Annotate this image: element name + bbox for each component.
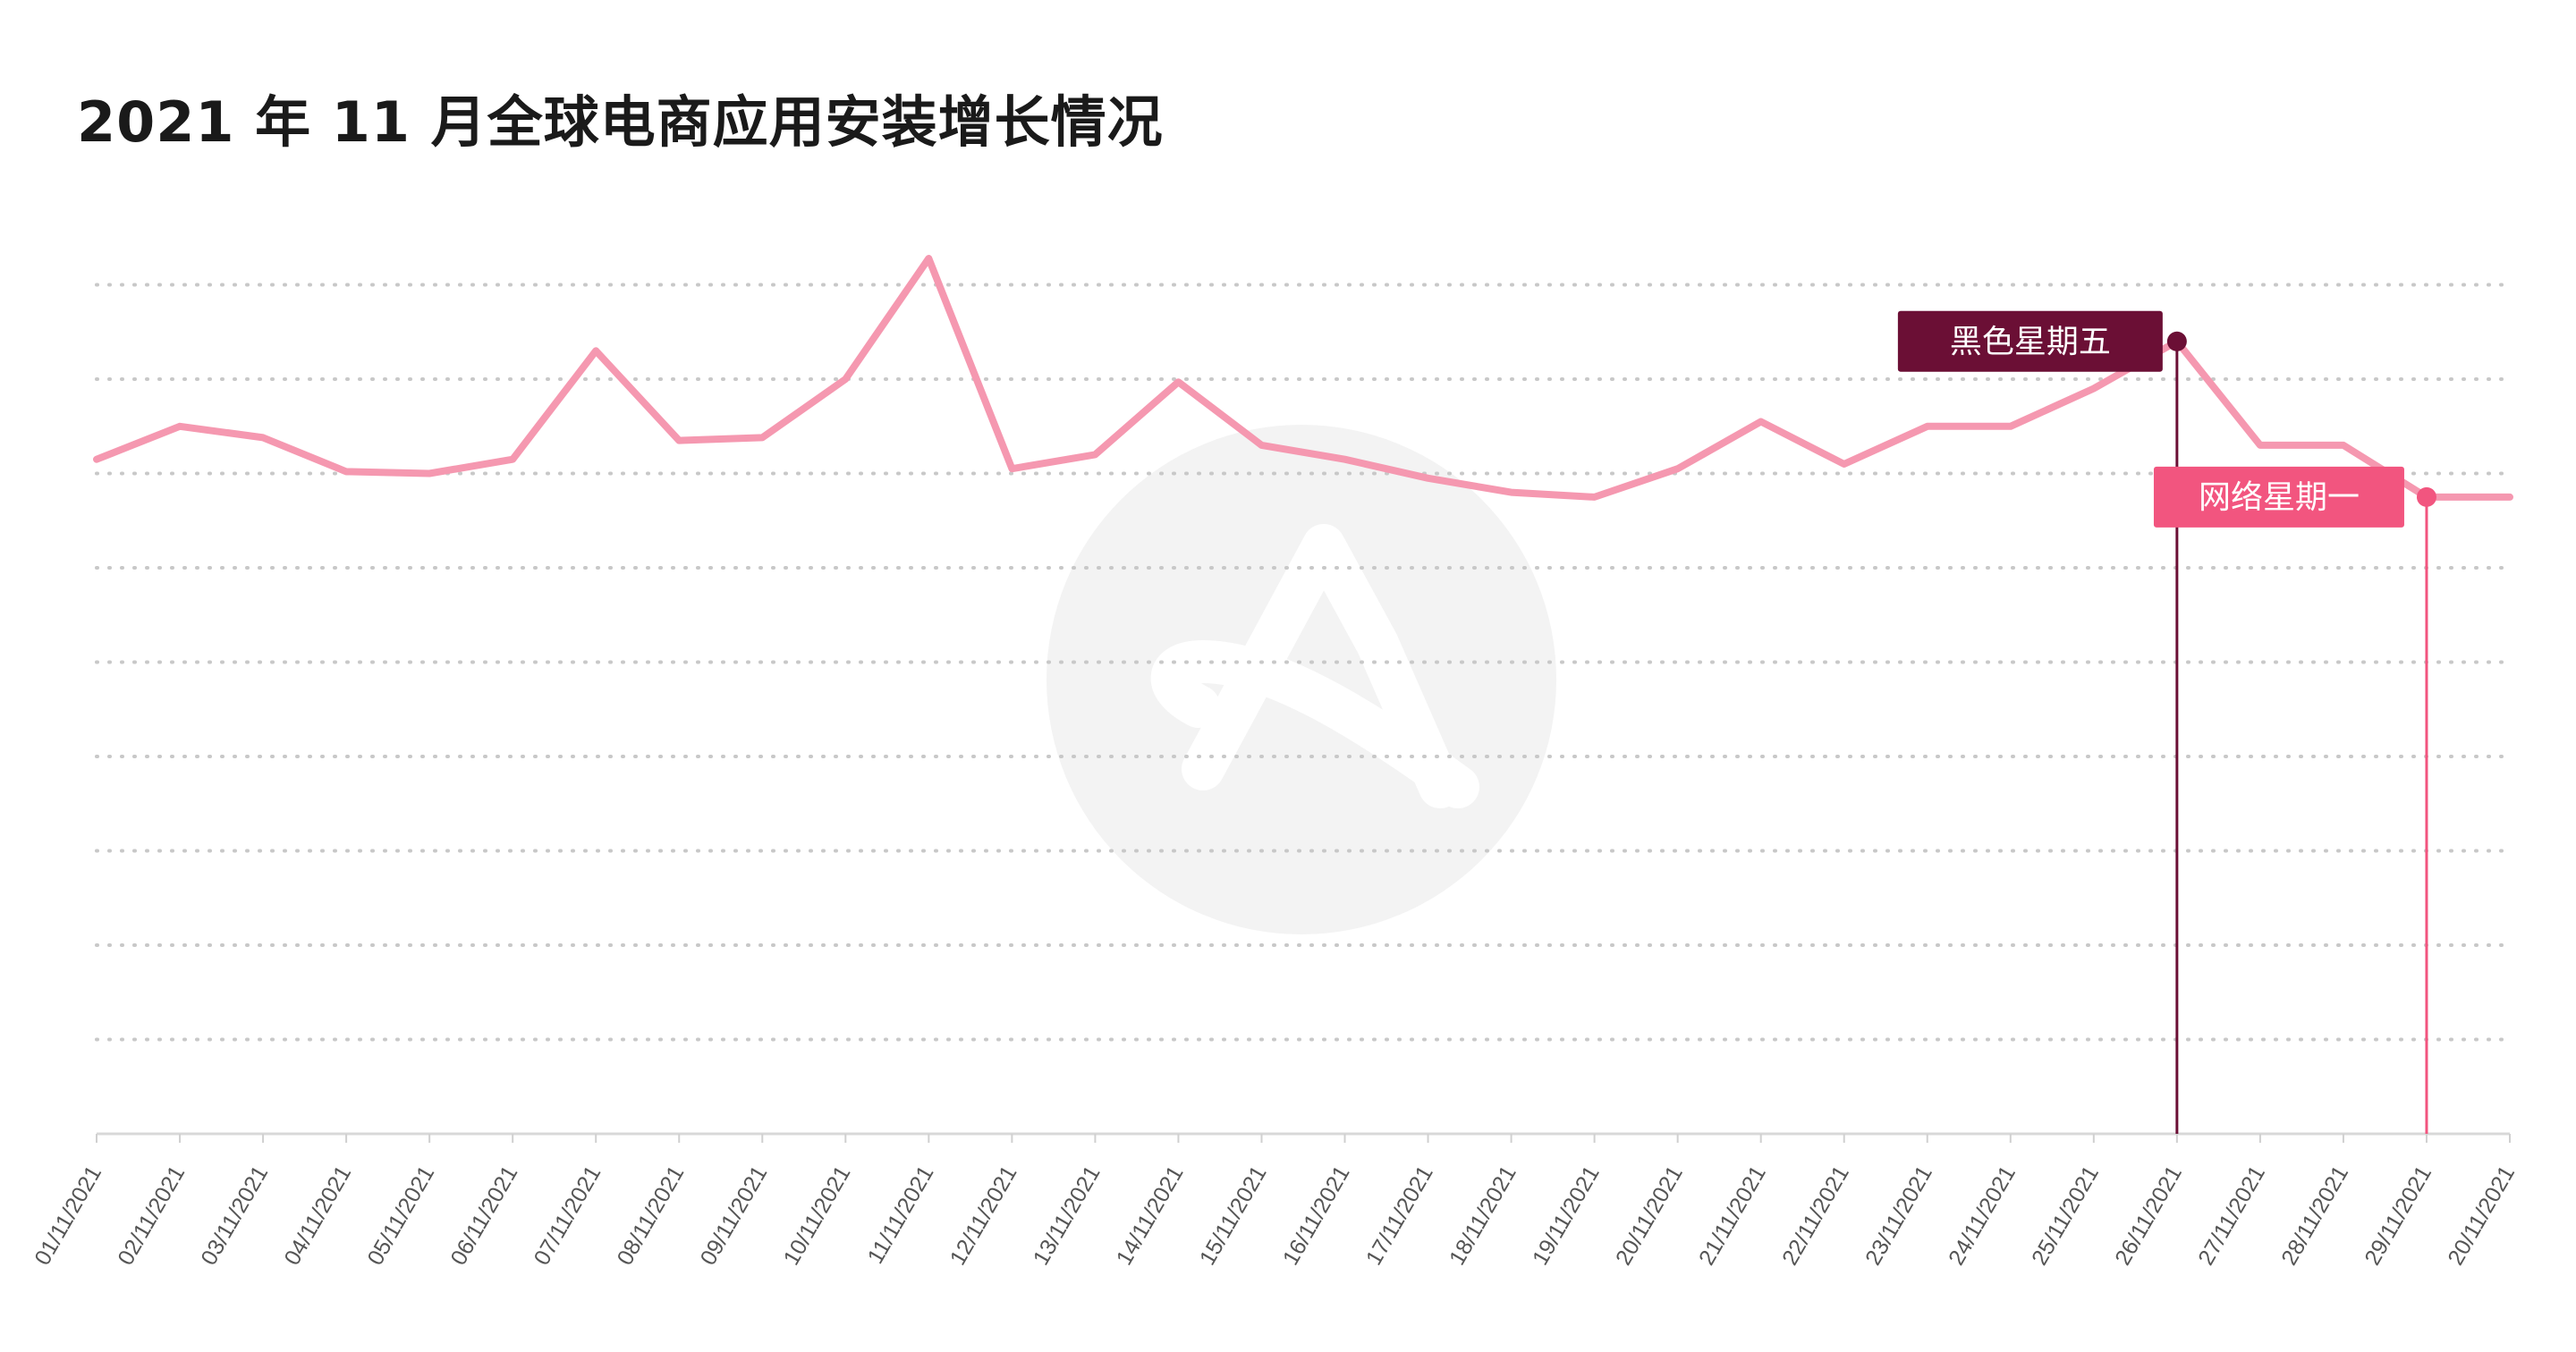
x-tick-label: 23/11/2021: [1860, 1162, 1937, 1270]
annotation-lines: [2175, 341, 2428, 1134]
x-tick-label: 26/11/2021: [2110, 1162, 2187, 1270]
x-tick-label: 21/11/2021: [1694, 1162, 1771, 1270]
x-tick-label: 27/11/2021: [2193, 1162, 2270, 1270]
x-tick-label: 06/11/2021: [445, 1162, 522, 1270]
x-tick-label: 13/11/2021: [1029, 1162, 1106, 1270]
x-axis: 01/11/2021 02/11/2021 03/11/2021 04/11/2021…: [30, 1132, 2520, 1270]
series-group: [93, 255, 2513, 501]
x-tick-label: 08/11/2021: [613, 1162, 690, 1270]
watermark-logo-icon: [1046, 425, 1556, 934]
annotation-label-box: [1897, 310, 2163, 372]
x-tick-label: 15/11/2021: [1195, 1162, 1272, 1270]
x-tick-label: 14/11/2021: [1112, 1162, 1189, 1270]
x-tick-label: 05/11/2021: [362, 1162, 439, 1270]
x-tick-label: 19/11/2021: [1528, 1162, 1605, 1270]
annotation-label-box: [2153, 466, 2404, 528]
x-tick-label: 10/11/2021: [779, 1162, 856, 1270]
annotation-marker: [2166, 331, 2187, 351]
x-tick-label: 28/11/2021: [2276, 1162, 2353, 1270]
annotation-marker: [2416, 486, 2436, 507]
x-tick-label: 20/11/2021: [2443, 1162, 2520, 1270]
x-tick-label: 25/11/2021: [2027, 1162, 2104, 1270]
x-tick-label: 04/11/2021: [279, 1162, 356, 1270]
x-tick-label: 12/11/2021: [945, 1162, 1022, 1270]
x-tick-label: 07/11/2021: [530, 1162, 606, 1270]
grid-lines: [95, 283, 2512, 1042]
x-tick-label: 17/11/2021: [1361, 1162, 1438, 1270]
x-tick-label: 11/11/2021: [863, 1162, 939, 1268]
annotation-label: 黑色星期五: [1950, 324, 2111, 360]
x-tick-label: 20/11/2021: [1611, 1162, 1688, 1270]
x-tick-label: 22/11/2021: [1777, 1162, 1854, 1270]
x-tick-label: 03/11/2021: [196, 1162, 273, 1270]
x-tick-label: 09/11/2021: [696, 1162, 773, 1270]
x-tick-label: 02/11/2021: [113, 1162, 190, 1270]
x-tick-label: 01/11/2021: [30, 1162, 106, 1270]
x-tick-label: 16/11/2021: [1278, 1162, 1355, 1270]
chart-title: 2021 年 11 月全球电商应用安装增长情况: [77, 89, 1164, 155]
x-tick-label: 24/11/2021: [1944, 1162, 2021, 1270]
x-tick-label: 29/11/2021: [2360, 1162, 2436, 1270]
x-tick-label: 18/11/2021: [1445, 1162, 1521, 1270]
annotation-label: 网络星期一: [2199, 479, 2360, 516]
series-line: [93, 255, 2513, 501]
